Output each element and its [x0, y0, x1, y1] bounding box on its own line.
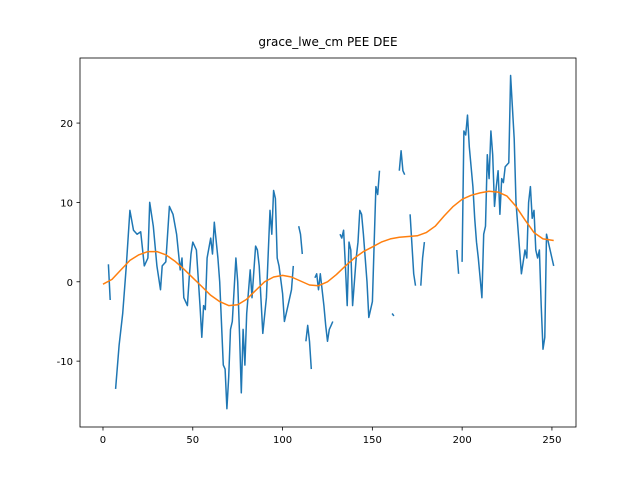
y-tick-label: 10	[60, 198, 73, 209]
axes-frame	[79, 57, 577, 428]
x-tick-label: 50	[186, 435, 199, 446]
y-tick-label: 20	[60, 119, 73, 130]
x-tick-label: 200	[453, 435, 472, 446]
y-tick-label: -10	[57, 357, 73, 368]
chart-title: grace_lwe_cm PEE DEE	[258, 35, 397, 49]
y-tick-label: 0	[67, 278, 73, 289]
x-tick-label: 150	[363, 435, 382, 446]
x-tick-label: 250	[542, 435, 561, 446]
line-series	[107, 74, 555, 410]
x-tick-label: 100	[273, 435, 292, 446]
x-tick-label: 0	[100, 435, 106, 446]
line-series	[102, 190, 554, 307]
